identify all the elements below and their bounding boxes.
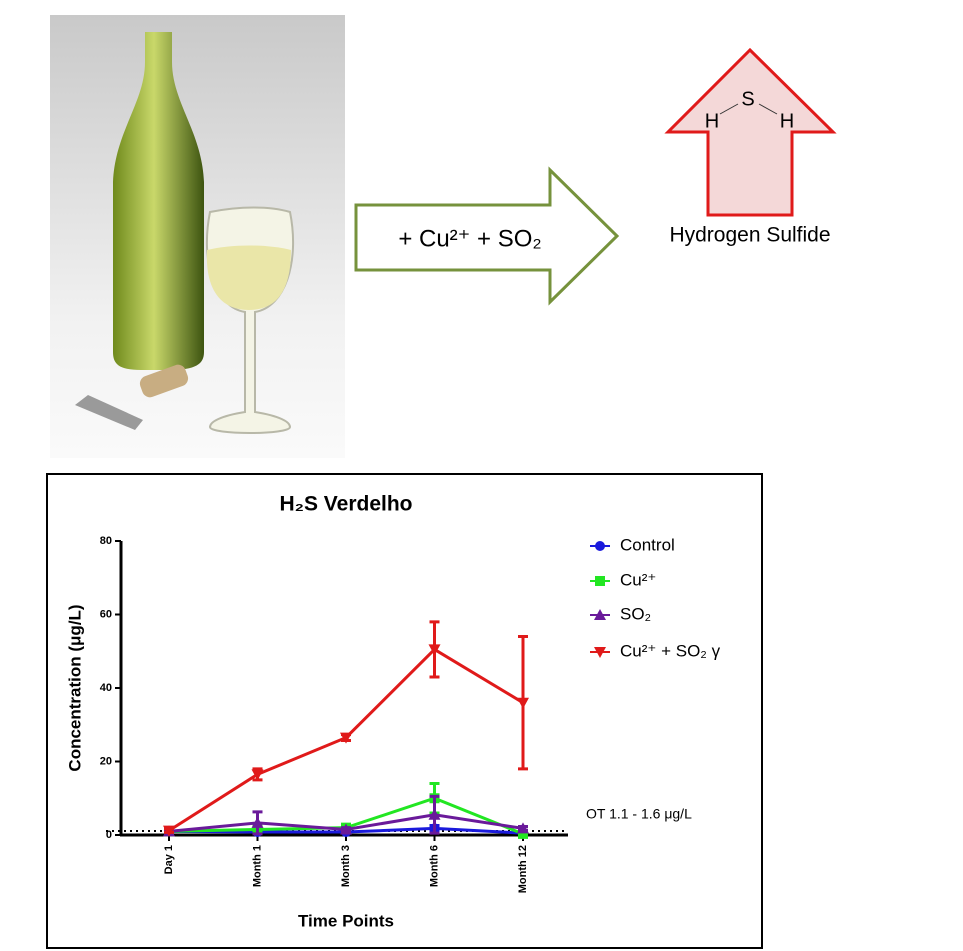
marker (517, 822, 529, 834)
chart-frame (46, 473, 763, 949)
marker (518, 828, 528, 839)
marker (251, 816, 264, 828)
marker (594, 609, 606, 620)
x-tick-label: Month 6 (428, 845, 440, 887)
threshold-label: OT 1.1 - 1.6 μg/L (586, 806, 692, 822)
x-tick-label: Month 12 (517, 845, 529, 893)
atom: H (780, 110, 794, 132)
marker (163, 825, 175, 837)
arrow-label: + Cu²⁺ + SO₂ (398, 225, 541, 252)
y-tick-label: 60 (100, 608, 112, 620)
wine-photo (50, 15, 345, 458)
x-tick-label: Day 1 (163, 845, 175, 874)
legend-label: Cu²⁺ + SO₂ γ (620, 641, 721, 660)
marker (428, 644, 441, 656)
product-arrow (664, 47, 837, 217)
reaction-arrow (354, 166, 620, 306)
y-tick-label: 0 (106, 829, 112, 841)
legend-label: Control (620, 535, 675, 554)
y-tick-label: 80 (100, 535, 112, 547)
marker (517, 697, 529, 709)
atom: S (741, 88, 754, 110)
marker (428, 808, 441, 820)
legend-label: SO₂ (620, 604, 651, 623)
molecule-name: Hydrogen Sulfide (669, 224, 830, 247)
marker (595, 541, 605, 551)
y-axis-label: Concentration (μg/L) (65, 604, 84, 771)
y-tick-label: 40 (100, 682, 112, 694)
y-tick-label: 20 (100, 755, 112, 767)
x-axis-label: Time Points (298, 911, 394, 930)
bond (719, 103, 739, 115)
x-tick-label: Month 3 (340, 845, 352, 887)
marker (595, 576, 605, 586)
chart-title: H₂S Verdelho (279, 493, 412, 516)
marker (594, 647, 606, 658)
legend-label: Cu²⁺ (620, 570, 656, 589)
marker (340, 732, 352, 744)
x-tick-label: Month 1 (251, 845, 263, 887)
atom: H (705, 110, 719, 132)
marker (340, 823, 352, 835)
marker (251, 769, 264, 781)
bond (758, 103, 778, 115)
